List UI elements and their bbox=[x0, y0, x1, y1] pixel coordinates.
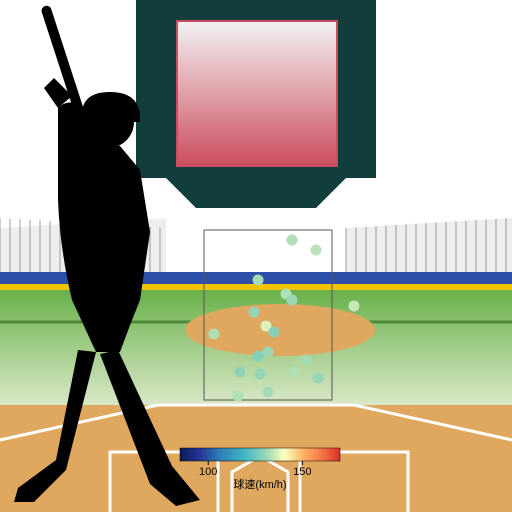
pitch-marker bbox=[289, 367, 300, 378]
scoreboard-neck bbox=[166, 178, 346, 208]
colorbar-tick-label: 100 bbox=[199, 466, 217, 478]
colorbar-tick-label: 150 bbox=[293, 466, 311, 478]
colorbar-label: 球速(km/h) bbox=[233, 477, 286, 491]
pitch-marker bbox=[349, 301, 360, 312]
pitch-marker bbox=[269, 327, 280, 338]
pitch-marker bbox=[287, 295, 298, 306]
colorbar bbox=[180, 448, 340, 461]
chart-svg: 100 150 球速(km/h) bbox=[0, 0, 512, 512]
pitch-marker bbox=[253, 351, 264, 362]
pitch-marker bbox=[263, 347, 274, 358]
pitch-marker bbox=[313, 373, 324, 384]
pitch-marker bbox=[287, 235, 298, 246]
pitch-marker bbox=[235, 367, 246, 378]
pitch-marker bbox=[255, 369, 266, 380]
pitch-marker bbox=[209, 329, 220, 340]
pitch-marker bbox=[311, 245, 322, 256]
pitch-marker bbox=[253, 275, 264, 286]
pitch-marker bbox=[263, 387, 274, 398]
pitch-marker bbox=[233, 391, 244, 402]
pitch-marker bbox=[249, 307, 260, 318]
pitch-marker bbox=[301, 355, 312, 366]
pitch-location-chart: 100 150 球速(km/h) bbox=[0, 0, 512, 512]
scoreboard-panel bbox=[177, 21, 337, 166]
